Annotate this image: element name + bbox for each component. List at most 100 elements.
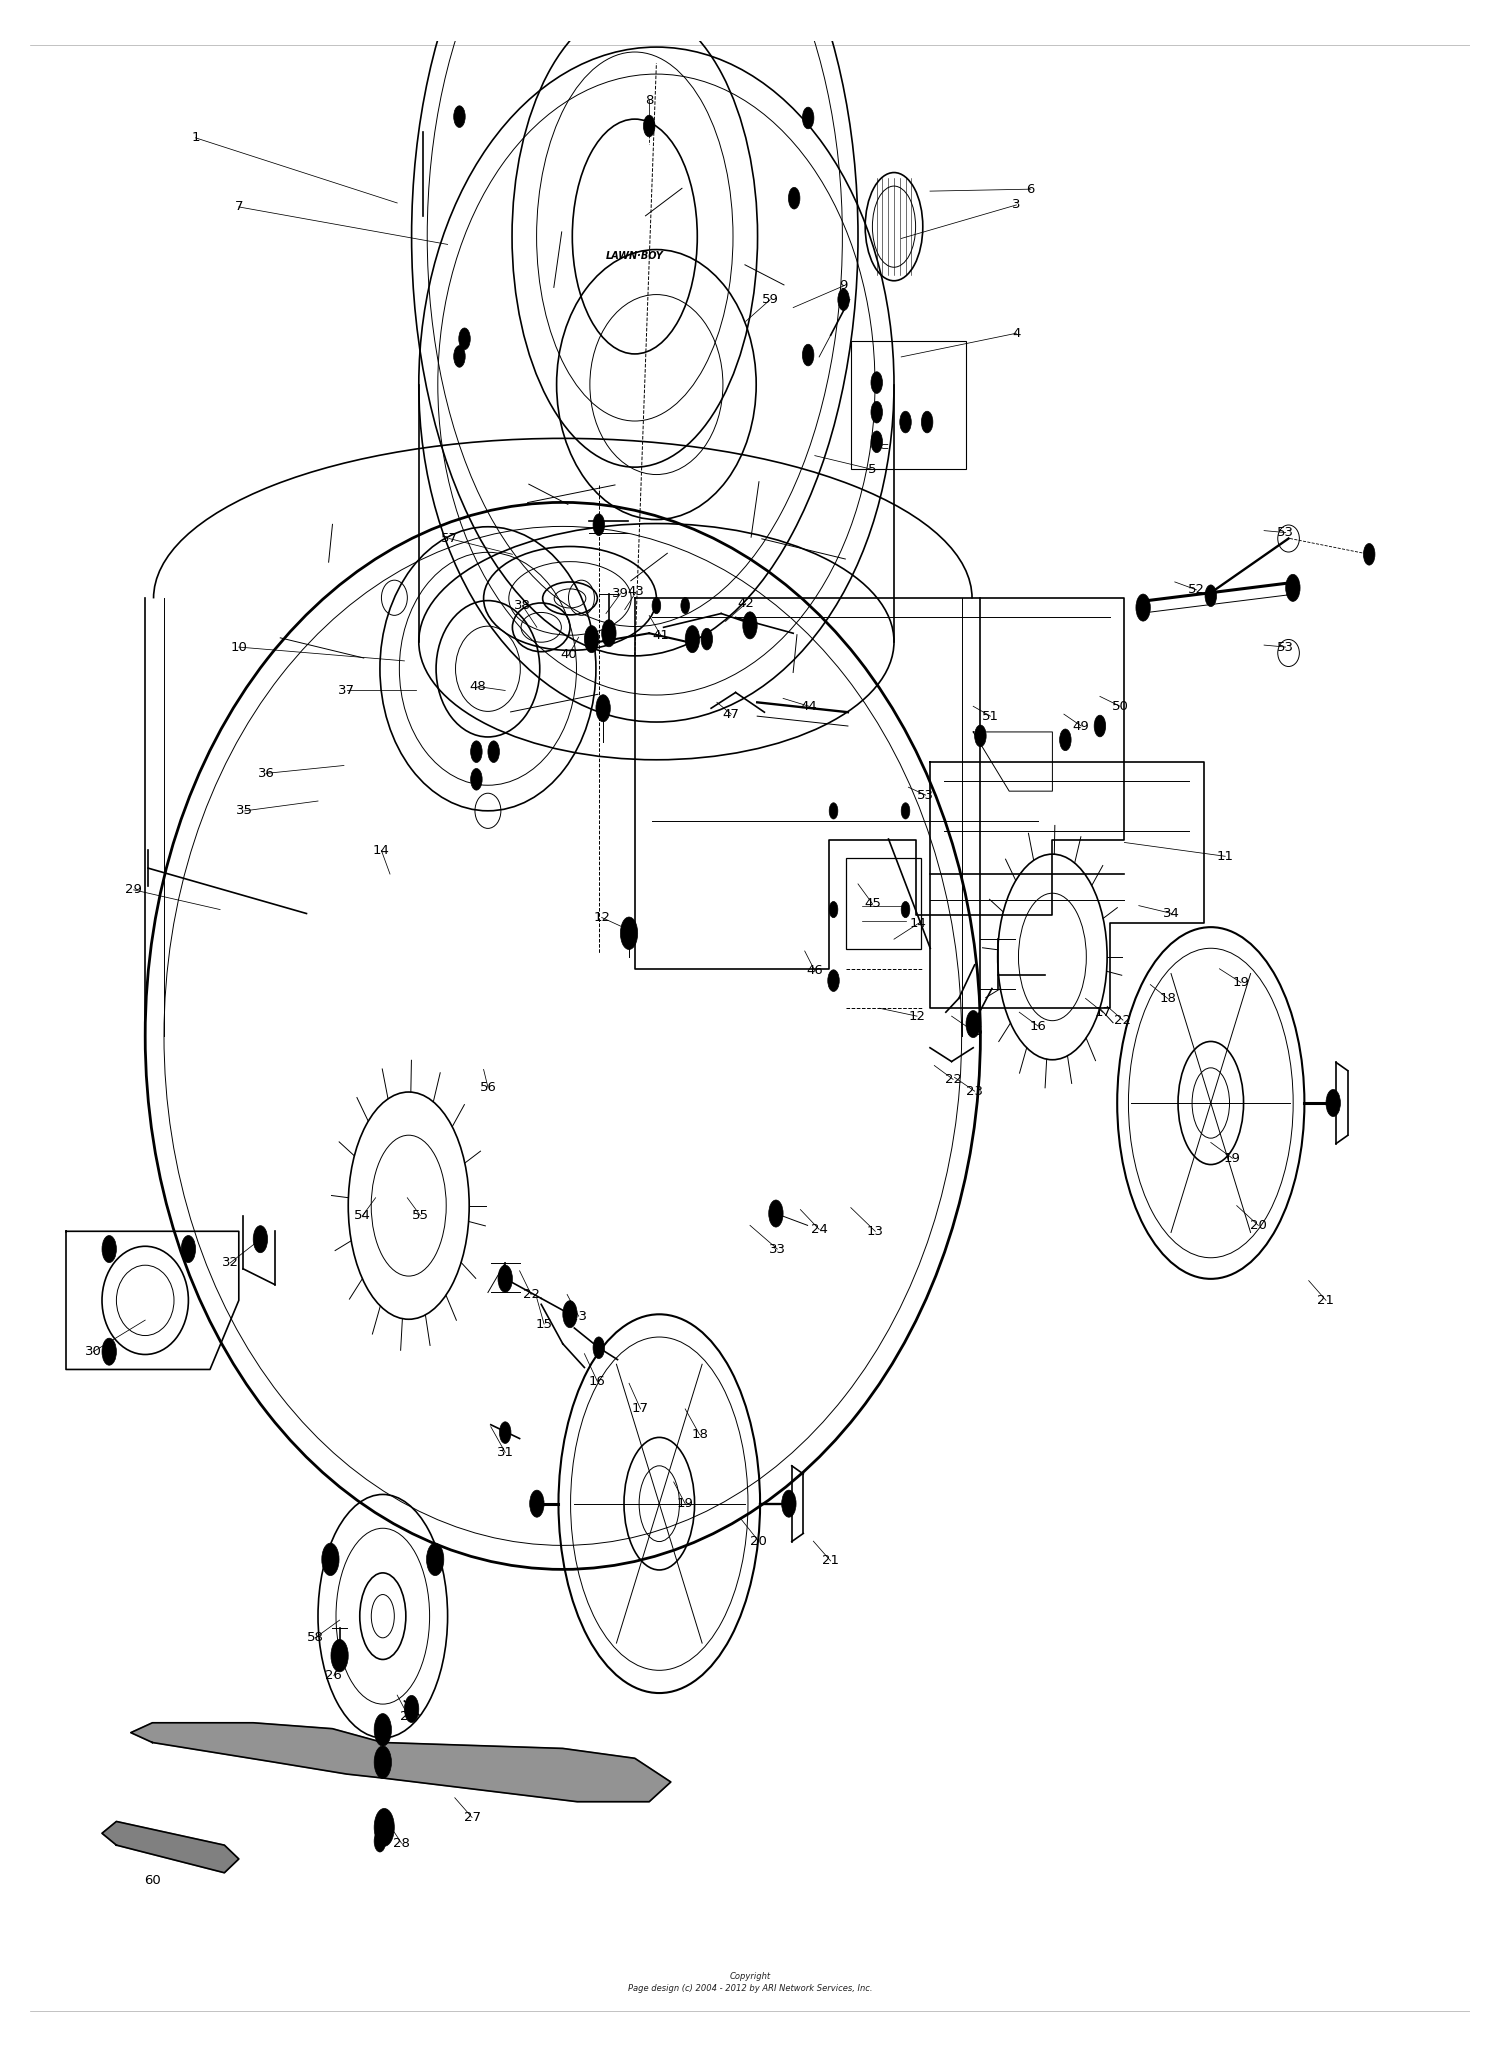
Text: 18: 18 [692,1429,708,1441]
Text: 7: 7 [234,199,243,214]
Ellipse shape [102,1236,117,1262]
Text: 31: 31 [496,1445,513,1460]
Text: 30: 30 [86,1345,102,1359]
Text: 43: 43 [628,586,645,598]
Text: 54: 54 [354,1209,370,1221]
Text: 18: 18 [1160,991,1176,1005]
Ellipse shape [471,769,482,790]
Ellipse shape [686,625,699,652]
Ellipse shape [102,1338,117,1365]
Text: 37: 37 [339,685,356,697]
Ellipse shape [830,901,839,917]
Text: 11: 11 [1216,849,1233,864]
Text: 15: 15 [536,1318,552,1330]
Ellipse shape [374,1713,392,1746]
Text: 51: 51 [982,709,999,722]
Text: 13: 13 [867,1225,883,1238]
Ellipse shape [602,619,616,648]
Text: 59: 59 [762,294,778,306]
Ellipse shape [902,901,910,917]
Text: 25: 25 [400,1711,417,1723]
Ellipse shape [1286,574,1300,600]
Ellipse shape [498,1264,513,1291]
Ellipse shape [789,187,800,210]
Ellipse shape [254,1225,267,1252]
Text: 19: 19 [676,1497,693,1511]
Ellipse shape [871,401,882,424]
Text: 17: 17 [632,1402,650,1415]
Ellipse shape [802,107,814,130]
Text: 22: 22 [1114,1014,1131,1026]
Text: 23: 23 [966,1086,982,1098]
Ellipse shape [426,1544,444,1575]
Text: 50: 50 [1112,699,1128,713]
Text: 34: 34 [1164,907,1180,919]
Ellipse shape [592,1336,604,1359]
Text: 27: 27 [464,1811,480,1824]
Ellipse shape [1204,584,1216,607]
Text: 40: 40 [560,648,578,662]
Text: 42: 42 [736,596,754,611]
Ellipse shape [405,1696,418,1723]
Ellipse shape [768,1201,783,1227]
Text: 56: 56 [480,1081,496,1094]
Ellipse shape [374,1830,386,1852]
Text: 9: 9 [840,280,848,292]
Text: 17: 17 [1095,1005,1112,1018]
Ellipse shape [700,629,712,650]
Text: 35: 35 [236,804,254,818]
Text: 21: 21 [822,1554,839,1567]
Ellipse shape [332,1639,348,1672]
Ellipse shape [975,726,986,746]
Text: 53: 53 [1276,641,1294,654]
Text: ⊂: ⊂ [879,442,890,452]
Ellipse shape [900,411,912,434]
Ellipse shape [453,345,465,368]
Text: 32: 32 [222,1256,238,1269]
Text: 49: 49 [1072,720,1089,732]
Ellipse shape [562,1301,578,1328]
Text: 58: 58 [306,1630,324,1645]
Text: 6: 6 [1026,183,1035,195]
Text: 3: 3 [1013,199,1020,212]
Ellipse shape [1094,715,1106,736]
Text: 20: 20 [1250,1219,1268,1232]
Ellipse shape [459,329,471,350]
Ellipse shape [488,740,500,763]
Text: 15: 15 [966,1026,982,1038]
Ellipse shape [182,1236,195,1262]
Polygon shape [130,1723,670,1801]
Text: 52: 52 [1188,584,1204,596]
Text: 8: 8 [645,95,654,107]
Ellipse shape [500,1423,512,1443]
Text: 16: 16 [590,1375,606,1388]
Text: 55: 55 [411,1209,429,1221]
Text: 45: 45 [864,896,880,911]
Ellipse shape [592,514,604,535]
Ellipse shape [596,695,610,722]
Text: 14: 14 [374,843,390,857]
Text: 57: 57 [441,533,458,545]
Text: 22: 22 [522,1287,540,1301]
Text: 19: 19 [1233,977,1250,989]
Ellipse shape [322,1544,339,1575]
Ellipse shape [828,970,840,991]
Text: 24: 24 [810,1223,828,1236]
Ellipse shape [966,1012,981,1038]
Ellipse shape [374,1746,392,1778]
Ellipse shape [644,115,656,138]
Text: 1: 1 [192,132,200,144]
Text: 46: 46 [807,964,824,977]
Text: 39: 39 [612,588,628,600]
Ellipse shape [681,598,690,615]
Text: 53: 53 [916,790,934,802]
Text: 23: 23 [570,1310,586,1322]
Text: 36: 36 [258,767,274,779]
Text: 48: 48 [470,681,486,693]
Ellipse shape [530,1491,544,1517]
Text: 21: 21 [1317,1293,1335,1308]
Ellipse shape [902,802,910,818]
Ellipse shape [453,105,465,127]
Ellipse shape [802,343,814,366]
Text: 5: 5 [868,463,876,475]
